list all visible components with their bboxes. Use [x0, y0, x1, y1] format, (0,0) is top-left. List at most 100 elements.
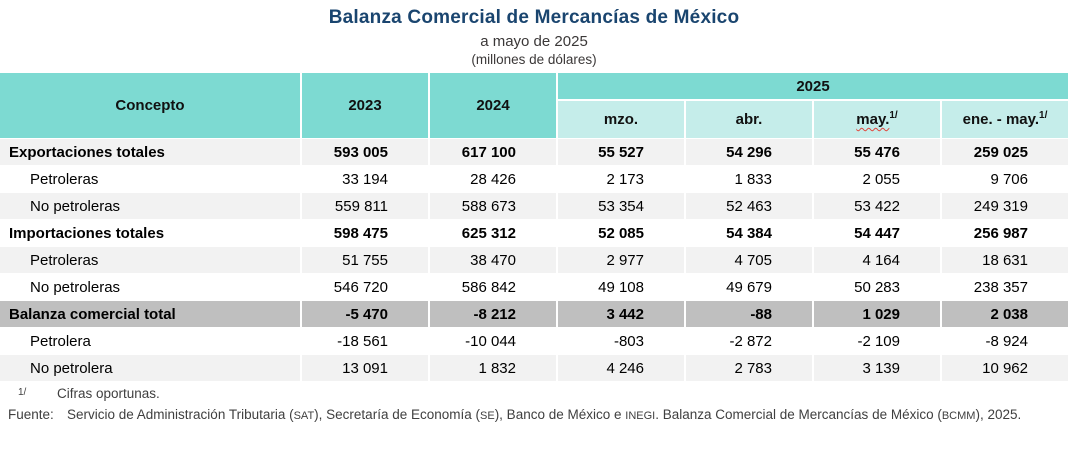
cell-value: 1 832 — [428, 354, 556, 381]
col-group-header-2025: 2025 — [556, 73, 1068, 101]
subheader-label: ene. - may. — [962, 111, 1040, 128]
cell-value: 1 029 — [812, 300, 940, 327]
cell-value: -2 872 — [684, 327, 812, 354]
cell-value: 49 108 — [556, 273, 684, 300]
source-acronym: SAT — [293, 410, 315, 422]
footnotes-block: 1/ Cifras oportunas. Fuente: Servicio de… — [0, 386, 1068, 426]
table-row: No petroleras 546 720 586 842 49 108 49 679 5… — [0, 273, 1068, 300]
cell-value: -803 — [556, 327, 684, 354]
cell-value: 10 962 — [940, 354, 1068, 381]
table-row: Petroleras 51 755 38 470 2 977 4 705 4 164 18 … — [0, 246, 1068, 273]
table-row: Balanza comercial total -5 470 -8 212 3 442… — [0, 300, 1068, 327]
cell-value: 593 005 — [300, 138, 428, 165]
table-row: Petroleras 33 194 28 426 2 173 1 833 2 055 9 7… — [0, 165, 1068, 192]
cell-value: 4 705 — [684, 246, 812, 273]
cell-value: 2 055 — [812, 165, 940, 192]
cell-value: 2 783 — [684, 354, 812, 381]
footnote-marker: 1/ — [18, 387, 27, 398]
cell-value: 18 631 — [940, 246, 1068, 273]
cell-value: 2 038 — [940, 300, 1068, 327]
cell-value: 249 319 — [940, 192, 1068, 219]
cell-value: -88 — [684, 300, 812, 327]
cell-value: 9 706 — [940, 165, 1068, 192]
cell-value: 238 357 — [940, 273, 1068, 300]
source-acronym: SE — [480, 410, 495, 422]
footnote-ref: 1/ — [889, 110, 898, 121]
col-subheader-abr: abr. — [684, 101, 812, 138]
source-segment: ), 2025. — [975, 407, 1022, 422]
cell-value: 559 811 — [300, 192, 428, 219]
cell-value: 38 470 — [428, 246, 556, 273]
col-subheader-may: may.1/ — [812, 101, 940, 138]
cell-value: 546 720 — [300, 273, 428, 300]
cell-value: 13 091 — [300, 354, 428, 381]
table-row: No petroleras 559 811 588 673 53 354 52 463 5… — [0, 192, 1068, 219]
footnote-text: Cifras oportunas. — [57, 386, 160, 401]
row-label: Balanza comercial total — [0, 300, 300, 327]
row-label: No petrolera — [0, 354, 300, 381]
month-subheader-row: mzo. abr. may.1/ene. - may.1/ — [0, 101, 1068, 138]
units-note: (millones de dólares) — [471, 52, 597, 67]
table-row: Importaciones totales 598 475 625 312 52 08… — [0, 219, 1068, 246]
cell-value: 53 422 — [812, 192, 940, 219]
cell-value: 55 527 — [556, 138, 684, 165]
col-header-2023: 2023 — [300, 73, 428, 138]
cell-value: 3 139 — [812, 354, 940, 381]
cell-value: -8 924 — [940, 327, 1068, 354]
cell-value: -10 044 — [428, 327, 556, 354]
footnote-ref: 1/ — [1039, 110, 1048, 121]
table-row: Petrolera -18 561 -10 044 -803 -2 872 -2 109-… — [0, 327, 1068, 354]
page-title: Balanza Comercial de Mercancías de Méxic… — [328, 7, 740, 28]
source-segment: ), Banco de México e — [494, 407, 626, 422]
source-text: Servicio de Administración Tributaria (S… — [67, 404, 1068, 426]
cell-value: 3 442 — [556, 300, 684, 327]
row-label: Petroleras — [0, 246, 300, 273]
page-subtitle: a mayo de 2025 — [480, 33, 588, 50]
cell-value: 53 354 — [556, 192, 684, 219]
cell-value: 54 296 — [684, 138, 812, 165]
cell-value: 54 447 — [812, 219, 940, 246]
source-segment: ), Secretaría de Economía ( — [314, 407, 480, 422]
cell-value: 50 283 — [812, 273, 940, 300]
table-row: No petrolera 13 091 1 832 4 246 2 783 3 139 10… — [0, 354, 1068, 381]
col-header-concepto: Concepto — [0, 73, 300, 138]
cell-value: 586 842 — [428, 273, 556, 300]
row-label: Exportaciones totales — [0, 138, 300, 165]
trade-balance-table: Concepto 2023 2024 2025 mzo. abr. may.1/en… — [0, 73, 1068, 381]
cell-value: -2 109 — [812, 327, 940, 354]
subheader-label: abr. — [735, 111, 763, 128]
table-row: Exportaciones totales 593 005 617 100 55 52… — [0, 138, 1068, 165]
row-label: Petroleras — [0, 165, 300, 192]
cell-value: 2 977 — [556, 246, 684, 273]
cell-value: 1 833 — [684, 165, 812, 192]
subheader-label: mzo. — [603, 111, 639, 128]
cell-value: 4 246 — [556, 354, 684, 381]
col-subheader-mzo: mzo. — [556, 101, 684, 138]
cell-value: 617 100 — [428, 138, 556, 165]
cell-value: 256 987 — [940, 219, 1068, 246]
cell-value: 52 463 — [684, 192, 812, 219]
row-label: Petrolera — [0, 327, 300, 354]
row-label: Importaciones totales — [0, 219, 300, 246]
cell-value: 259 025 — [940, 138, 1068, 165]
col-subheader-ene-may: ene. - may.1/ — [940, 101, 1068, 138]
cell-value: 49 679 — [684, 273, 812, 300]
source-segment: . Balanza Comercial de Mercancías de Méx… — [655, 407, 942, 422]
cell-value: -8 212 — [428, 300, 556, 327]
cell-value: 625 312 — [428, 219, 556, 246]
source-line: Fuente: Servicio de Administración Tribu… — [0, 404, 1068, 426]
source-segment: Servicio de Administración Tributaria ( — [67, 407, 294, 422]
cell-value: 4 164 — [812, 246, 940, 273]
footnote-line: 1/ Cifras oportunas. — [0, 386, 1068, 401]
source-acronym: INEGI — [625, 410, 656, 422]
cell-value: 2 173 — [556, 165, 684, 192]
source-label: Fuente: — [8, 407, 54, 422]
cell-value: 52 085 — [556, 219, 684, 246]
cell-value: 54 384 — [684, 219, 812, 246]
cell-value: 588 673 — [428, 192, 556, 219]
cell-value: 598 475 — [300, 219, 428, 246]
cell-value: -5 470 — [300, 300, 428, 327]
cell-value: 51 755 — [300, 246, 428, 273]
row-label: No petroleras — [0, 273, 300, 300]
